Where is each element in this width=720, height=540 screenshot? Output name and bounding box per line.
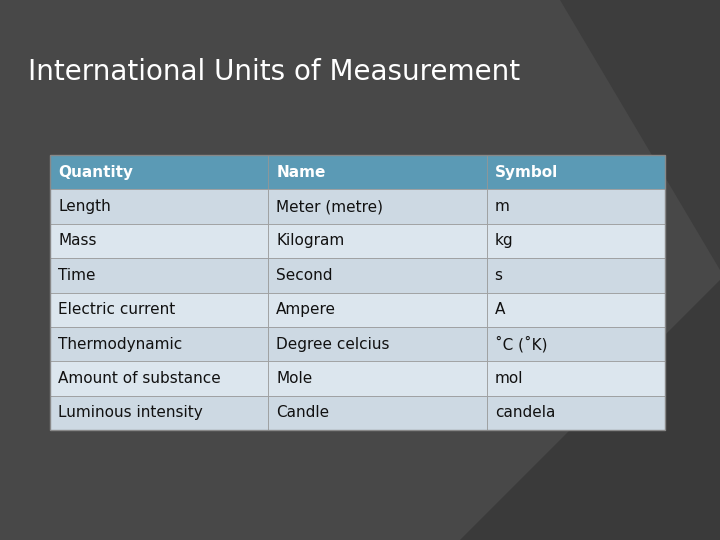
Bar — [50, 327, 269, 361]
Bar — [50, 155, 665, 430]
Bar — [487, 293, 665, 327]
Text: Candle: Candle — [276, 406, 330, 420]
Bar — [487, 224, 665, 258]
Bar — [50, 155, 269, 190]
Bar — [269, 293, 487, 327]
Text: Degree celcius: Degree celcius — [276, 336, 390, 352]
Text: Kilogram: Kilogram — [276, 233, 345, 248]
Bar — [487, 327, 665, 361]
Bar — [269, 190, 487, 224]
Text: International Units of Measurement: International Units of Measurement — [28, 58, 520, 86]
Text: Length: Length — [58, 199, 111, 214]
Bar — [269, 258, 487, 293]
Text: Symbol: Symbol — [495, 165, 558, 180]
Text: Quantity: Quantity — [58, 165, 133, 180]
Text: mol: mol — [495, 371, 523, 386]
Text: Time: Time — [58, 268, 96, 283]
Text: Thermodynamic: Thermodynamic — [58, 336, 182, 352]
Bar — [50, 361, 269, 396]
Text: candela: candela — [495, 406, 555, 420]
Text: Name: Name — [276, 165, 325, 180]
Text: Ampere: Ampere — [276, 302, 336, 317]
Text: Second: Second — [276, 268, 333, 283]
Bar — [50, 293, 269, 327]
Bar — [487, 258, 665, 293]
Text: m: m — [495, 199, 510, 214]
Text: Meter (metre): Meter (metre) — [276, 199, 383, 214]
Bar — [50, 258, 269, 293]
Bar — [487, 361, 665, 396]
Text: kg: kg — [495, 233, 513, 248]
Polygon shape — [460, 280, 720, 540]
Text: Mole: Mole — [276, 371, 312, 386]
Bar — [50, 396, 269, 430]
Bar — [269, 396, 487, 430]
Text: s: s — [495, 268, 503, 283]
Text: Electric current: Electric current — [58, 302, 175, 317]
Text: Amount of substance: Amount of substance — [58, 371, 221, 386]
Text: Mass: Mass — [58, 233, 96, 248]
Text: Luminous intensity: Luminous intensity — [58, 406, 203, 420]
Bar — [487, 155, 665, 190]
Bar — [50, 224, 269, 258]
Bar — [269, 361, 487, 396]
Text: ˚C (˚K): ˚C (˚K) — [495, 336, 547, 352]
Text: A: A — [495, 302, 505, 317]
Bar — [487, 396, 665, 430]
Bar — [50, 190, 269, 224]
Bar — [269, 327, 487, 361]
Polygon shape — [560, 0, 720, 270]
Bar — [487, 190, 665, 224]
Bar — [269, 155, 487, 190]
Bar — [269, 224, 487, 258]
